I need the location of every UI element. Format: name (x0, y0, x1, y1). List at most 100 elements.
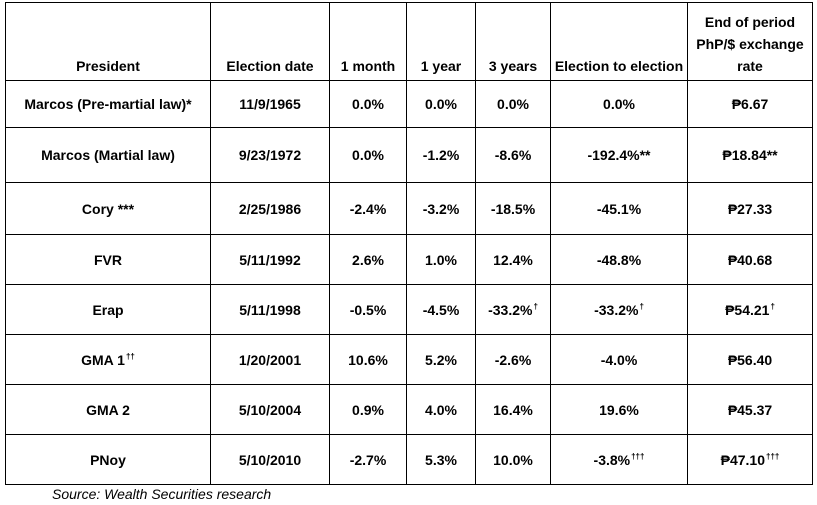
cell-president-text: GMA 2 (86, 401, 130, 418)
cell-3-years-text: 12.4% (493, 251, 533, 268)
header-election-to-election: Election to election (550, 2, 688, 81)
cell-exchange-rate-text: ₱18.84** (722, 147, 778, 163)
cell-1-year-text: -3.2% (422, 200, 460, 217)
table-row: GMA 1†† 1/20/2001 10.6% 5.2% -2.6% -4.0% ₱56.4… (5, 334, 813, 385)
cell-president: Cory *** (5, 182, 211, 235)
cell-president: PNoy (5, 434, 211, 485)
cell-1-year: 5.2% (406, 334, 476, 385)
cell-1-month-text: 0.0% (352, 96, 384, 112)
cell-election-to-election: -4.0% (550, 334, 688, 385)
cell-1-month-text: -0.5% (349, 301, 387, 318)
cell-1-year-text: 1.0% (425, 251, 457, 268)
cell-election-to-election-text: -33.2% (594, 301, 639, 318)
footnote-mark: ††† (766, 451, 780, 461)
cell-president: FVR (5, 234, 211, 285)
cell-election-date: 1/20/2001 (210, 334, 330, 385)
cell-election-to-election-text: 0.0% (603, 96, 635, 112)
table-row: PNoy 5/10/2010 -2.7% 5.3% 10.0% -3.8%††† ₱47.1… (5, 434, 813, 485)
footnote-mark: † (639, 301, 644, 311)
header-row: President Election date 1 month 1 year 3… (5, 2, 813, 81)
cell-election-date: 2/25/1986 (210, 182, 330, 235)
cell-exchange-rate: ₱45.37 (687, 384, 813, 435)
cell-1-year: 5.3% (406, 434, 476, 485)
cell-election-date-text: 5/11/1998 (239, 301, 301, 318)
cell-3-years: -33.2%† (475, 284, 551, 335)
cell-1-year: 1.0% (406, 234, 476, 285)
cell-election-date-text: 5/11/1992 (239, 251, 301, 268)
cell-1-month: -2.4% (329, 182, 407, 235)
cell-3-years: 10.0% (475, 434, 551, 485)
cell-election-to-election: -33.2%† (550, 284, 688, 335)
header-1-year: 1 year (406, 2, 476, 81)
cell-president-text: Marcos (Pre-martial law)* (24, 96, 192, 112)
cell-election-to-election: -45.1% (550, 182, 688, 235)
table-row: GMA 2 5/10/2004 0.9% 4.0% 16.4% 19.6% ₱45.37 (5, 384, 813, 435)
cell-election-date-text: 5/10/2010 (238, 451, 302, 468)
cell-3-years-text: 10.0% (493, 451, 533, 468)
cell-election-to-election: -48.8% (550, 234, 688, 285)
cell-exchange-rate: ₱47.10††† (687, 434, 813, 485)
cell-1-month: 0.9% (329, 384, 407, 435)
cell-exchange-rate: ₱18.84** (687, 127, 813, 183)
cell-1-year-text: 5.3% (425, 451, 457, 468)
cell-president: Marcos (Pre-martial law)* (5, 80, 211, 128)
cell-election-to-election: 19.6% (550, 384, 688, 435)
header-3-years: 3 years (475, 2, 551, 81)
exchange-rate-table: President Election date 1 month 1 year 3… (5, 2, 813, 485)
cell-1-year: 0.0% (406, 80, 476, 128)
cell-1-year-text: -1.2% (422, 147, 460, 163)
cell-exchange-rate: ₱40.68 (687, 234, 813, 285)
cell-election-to-election: -3.8%††† (550, 434, 688, 485)
cell-1-year: -4.5% (406, 284, 476, 335)
cell-election-to-election-text: 19.6% (599, 401, 639, 418)
footnote-mark: † (533, 301, 538, 311)
footnote-mark: ††† (631, 451, 645, 461)
cell-president: Erap (5, 284, 211, 335)
cell-election-to-election-text: -4.0% (600, 351, 638, 368)
header-president: President (5, 2, 211, 81)
cell-exchange-rate: ₱56.40 (687, 334, 813, 385)
cell-1-year: -3.2% (406, 182, 476, 235)
cell-3-years: -2.6% (475, 334, 551, 385)
cell-3-years-text: -33.2% (488, 301, 533, 318)
cell-president-text: PNoy (90, 451, 126, 468)
table-row: Cory *** 2/25/1986 -2.4% -3.2% -18.5% -45.1% ₱… (5, 182, 813, 235)
cell-election-date-text: 11/9/1965 (239, 96, 301, 112)
cell-election-date: 9/23/1972 (210, 127, 330, 183)
cell-1-month: 0.0% (329, 127, 407, 183)
header-1-month: 1 month (329, 2, 407, 81)
cell-3-years-text: 0.0% (497, 96, 529, 112)
cell-exchange-rate: ₱54.21† (687, 284, 813, 335)
cell-president: GMA 1†† (5, 334, 211, 385)
cell-president-text: GMA 1 (81, 351, 125, 368)
cell-exchange-rate-text: ₱6.67 (731, 96, 769, 112)
cell-3-years: 16.4% (475, 384, 551, 435)
cell-1-month-text: -2.4% (349, 200, 387, 217)
cell-1-month-text: 10.6% (348, 351, 388, 368)
cell-president: Marcos (Martial law) (5, 127, 211, 183)
table-row: Erap 5/11/1998 -0.5% -4.5% -33.2%† -33.2%† ₱54… (5, 284, 813, 335)
cell-1-year: 4.0% (406, 384, 476, 435)
cell-exchange-rate-text: ₱27.33 (727, 200, 773, 217)
cell-president-text: Erap (92, 301, 124, 318)
cell-election-date: 5/11/1992 (210, 234, 330, 285)
source-note: Source: Wealth Securities research (52, 486, 272, 502)
cell-election-to-election-text: -45.1% (596, 200, 642, 217)
cell-3-years-text: -18.5% (490, 200, 536, 217)
cell-exchange-rate-text: ₱47.10 (720, 451, 765, 468)
cell-president-text: FVR (94, 251, 122, 268)
cell-3-years: 12.4% (475, 234, 551, 285)
cell-exchange-rate: ₱6.67 (687, 80, 813, 128)
cell-1-year-text: 5.2% (425, 351, 457, 368)
cell-3-years: -8.6% (475, 127, 551, 183)
cell-1-month-text: 0.9% (352, 401, 384, 418)
cell-election-to-election: 0.0% (550, 80, 688, 128)
cell-election-to-election-text: -192.4%** (587, 147, 651, 163)
cell-election-date-text: 2/25/1986 (238, 200, 302, 217)
cell-1-month: 0.0% (329, 80, 407, 128)
cell-3-years-text: -2.6% (494, 351, 532, 368)
cell-election-date: 5/10/2004 (210, 384, 330, 435)
header-end-of-period-rate: End of period PhP/$ exchange rate (687, 2, 813, 81)
cell-election-date-text: 1/20/2001 (238, 351, 302, 368)
cell-3-years: 0.0% (475, 80, 551, 128)
